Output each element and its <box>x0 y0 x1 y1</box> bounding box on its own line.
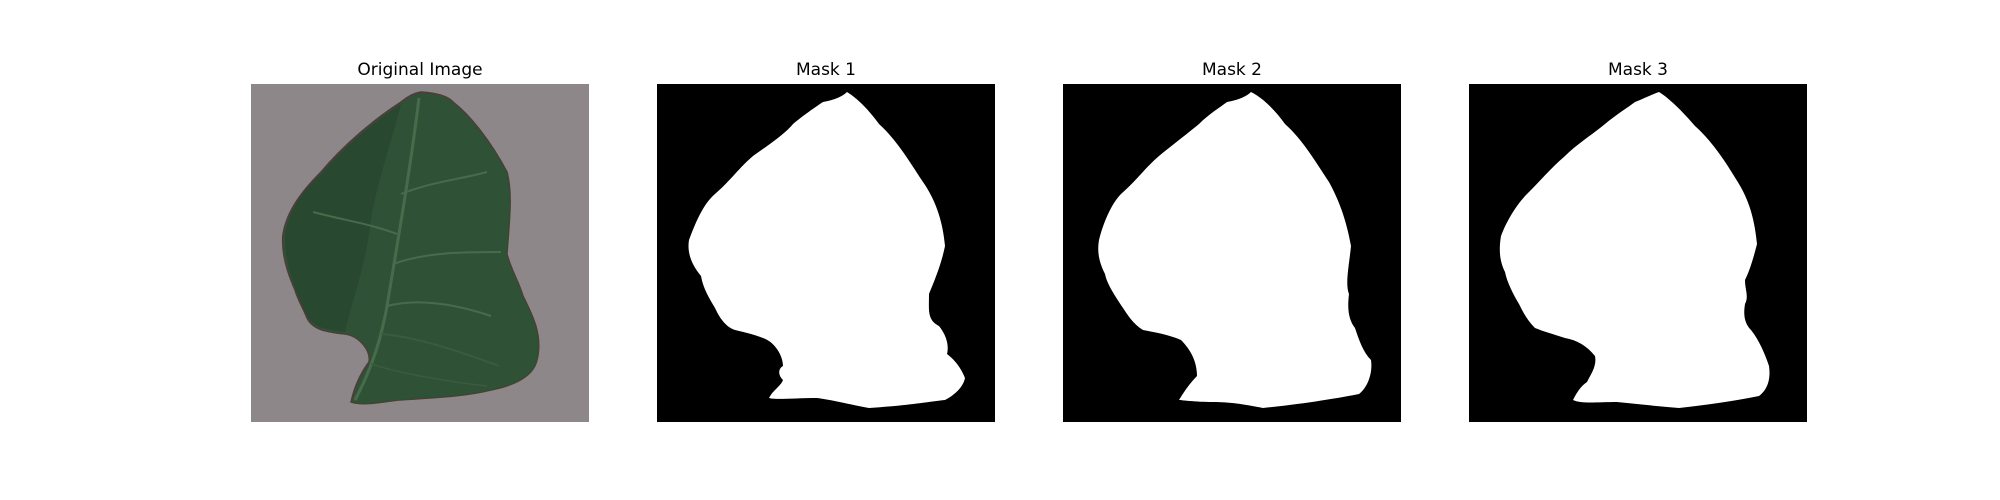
panel-title-mask-3: Mask 3 <box>1607 60 1668 80</box>
leaf-vein <box>312 211 398 235</box>
leaf-photo <box>251 84 589 422</box>
panel-mask-3: Mask 3 <box>1469 58 1807 422</box>
leaf-midrib <box>353 97 421 401</box>
leaf-vein <box>400 171 488 195</box>
panel-original-image: Original Image <box>251 58 589 422</box>
mask-image-1 <box>657 84 995 422</box>
mask-image-3 <box>1469 84 1807 422</box>
leaf-vein <box>370 363 488 387</box>
mask-region <box>1098 92 1372 408</box>
leaf-shade-left <box>284 104 401 332</box>
panel-title-original: Original Image <box>357 60 483 80</box>
leaf-vein <box>380 333 500 367</box>
panel-title-mask-1: Mask 1 <box>795 60 856 80</box>
mask-region <box>1499 92 1770 408</box>
mask-image-2 <box>1063 84 1401 422</box>
panel-mask-1: Mask 1 <box>657 58 995 422</box>
leaf-vein <box>392 251 502 265</box>
leaf-vein <box>386 301 492 317</box>
mask-region <box>688 92 965 408</box>
panel-mask-2: Mask 2 <box>1063 58 1401 422</box>
panel-title-mask-2: Mask 2 <box>1201 60 1262 80</box>
